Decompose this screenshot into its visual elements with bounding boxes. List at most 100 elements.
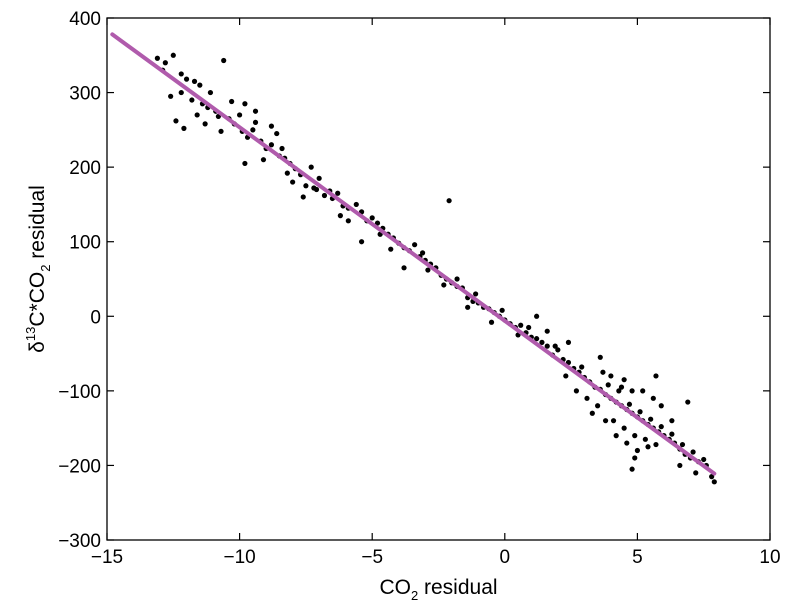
data-point [653,373,659,379]
data-point [621,425,627,431]
data-point [207,89,214,96]
x-tick-label: 5 [632,547,643,568]
x-axis-title-subscript: 2 [411,588,418,603]
data-point [197,82,203,88]
data-point [260,157,267,163]
data-point [637,409,643,415]
y-axis-ticks: −300 −200 −100 0 100 200 300 400 [58,9,770,552]
data-point [441,282,447,288]
data-point [629,466,635,472]
data-point [252,108,259,114]
data-point [290,179,296,185]
data-point [534,336,540,342]
data-point [658,403,664,409]
data-point [300,194,306,200]
data-point [308,164,314,170]
data-point [191,78,198,84]
data-point [345,218,351,224]
data-point [602,418,609,424]
y-axis-title-subscript: 2 [38,265,53,272]
data-point [446,198,452,204]
data-point [499,307,505,313]
data-point [608,373,614,379]
data-point [597,354,603,360]
data-point [690,449,696,455]
data-point [353,201,359,208]
data-point [693,470,699,476]
x-tick-label: −10 [223,547,255,568]
data-point [632,433,638,439]
data-point [454,276,460,282]
data-point [669,418,675,424]
data-point [658,424,664,430]
x-tick-label: −5 [361,547,383,568]
data-point [600,369,606,375]
data-point [252,119,259,125]
data-point [624,440,630,446]
data-point [242,160,248,167]
data-point [250,127,256,133]
data-point [170,52,176,58]
x-axis-title-rest: residual [418,576,497,599]
data-point [168,93,174,99]
data-point [618,384,625,390]
data-point [605,382,611,388]
data-point [565,339,572,345]
data-point [518,322,524,328]
data-point [544,343,550,349]
data-point [589,410,595,416]
data-point [202,121,208,127]
data-point [412,242,418,248]
data-point [648,416,654,422]
x-axis-title-main: CO [379,576,411,599]
data-point [534,313,540,319]
data-point [369,215,375,221]
data-point [279,145,285,152]
data-point [313,186,320,193]
data-point [419,250,426,256]
data-point [401,265,407,271]
data-point [189,97,195,103]
data-point [178,71,184,77]
data-point [178,89,184,96]
data-point [284,170,290,176]
y-tick-label: −300 [58,531,101,552]
regression-fit-line [110,32,717,476]
data-point [473,291,479,297]
y-axis-title-rest: residual [26,185,49,264]
data-point [218,128,224,134]
data-point [677,462,683,469]
data-point [584,395,590,401]
data-point [229,98,235,105]
data-point [221,57,227,64]
data-point [162,60,168,66]
data-point [335,190,341,196]
data-point [640,388,646,394]
data-point [629,388,635,394]
data-point [316,175,322,181]
data-point [632,455,638,461]
data-point [552,343,558,349]
data-point [358,239,365,245]
y-tick-label: −100 [58,382,101,403]
data-point [321,192,328,199]
x-tick-label: 0 [500,547,511,568]
data-point [595,403,601,409]
data-point [709,474,715,480]
data-point [237,112,243,118]
x-tick-label: 10 [759,547,780,568]
data-point [242,101,248,107]
data-point [645,444,651,450]
data-point [634,447,641,454]
x-axis-title: CO2 residual [379,576,497,603]
y-tick-label: 100 [69,233,101,254]
y-axis-title-superscript: 13 [23,327,38,341]
data-point [526,324,532,331]
y-tick-label: 300 [69,84,101,105]
data-point [613,433,619,439]
data-point [616,388,622,394]
data-point [488,319,495,325]
data-point [579,364,585,370]
data-point [642,436,648,442]
